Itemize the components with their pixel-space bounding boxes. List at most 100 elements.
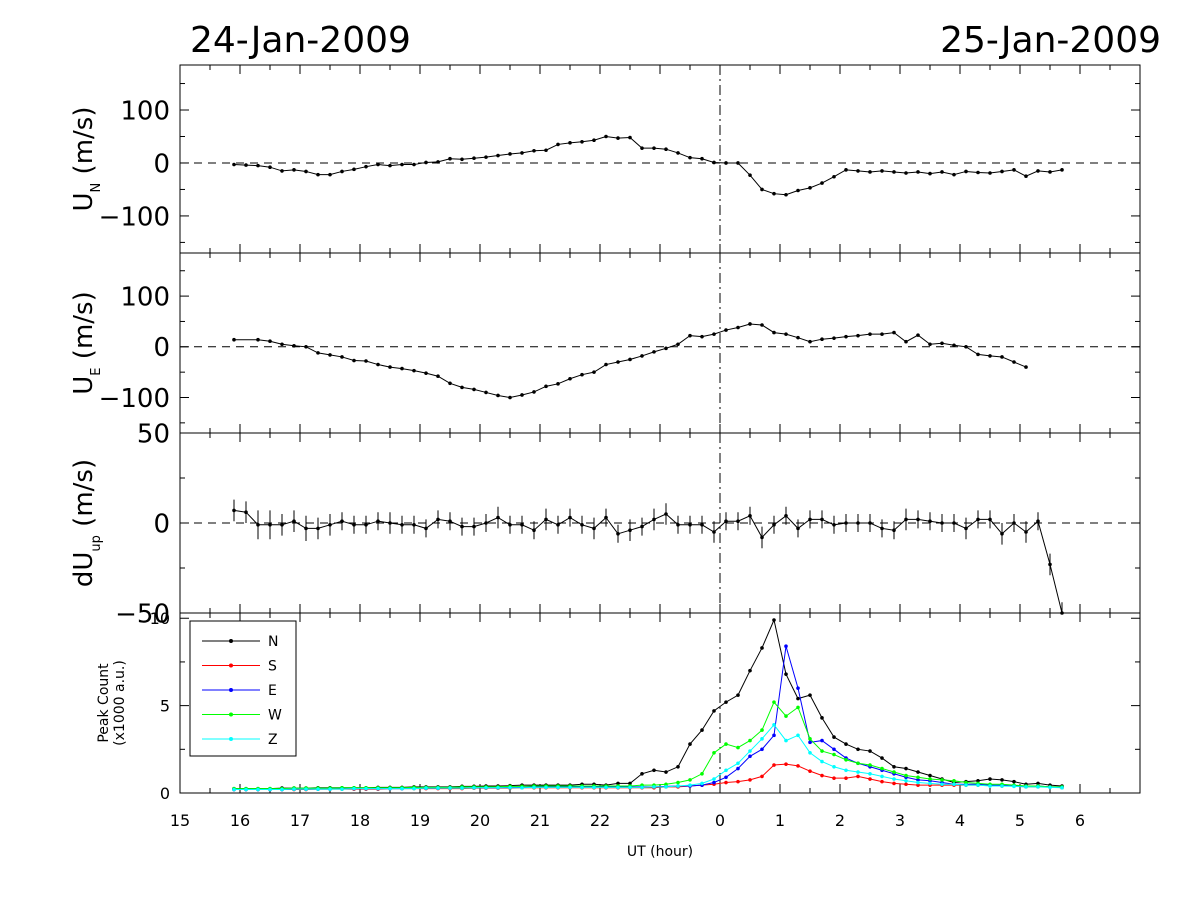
data-point xyxy=(592,526,596,531)
data-point xyxy=(772,523,776,527)
data-point xyxy=(700,523,704,527)
data-point xyxy=(952,521,956,525)
data-point xyxy=(1012,779,1016,784)
y-tick-label: 50 xyxy=(137,419,170,449)
data-point xyxy=(760,187,764,192)
data-point xyxy=(304,787,308,791)
x-tick-label: 21 xyxy=(530,811,550,830)
data-point xyxy=(232,162,236,167)
data-point xyxy=(844,521,848,525)
data-point xyxy=(1060,785,1064,790)
data-point xyxy=(748,668,752,673)
data-point xyxy=(460,385,464,390)
data-point xyxy=(1000,532,1004,536)
data-point xyxy=(352,167,356,172)
data-point xyxy=(244,510,248,514)
data-point xyxy=(832,776,836,780)
data-point xyxy=(1012,360,1016,364)
data-point xyxy=(820,738,824,743)
data-point xyxy=(808,339,812,344)
data-point xyxy=(904,766,908,771)
data-point xyxy=(676,784,680,788)
data-point xyxy=(424,786,428,790)
data-point xyxy=(736,766,740,771)
data-point xyxy=(988,517,992,522)
data-point xyxy=(796,696,800,701)
data-point xyxy=(520,151,524,155)
data-point xyxy=(940,170,944,174)
data-point xyxy=(892,781,896,786)
series-z xyxy=(232,723,1064,792)
data-point xyxy=(772,763,776,767)
data-point xyxy=(292,519,296,523)
y-tick-label: 5 xyxy=(160,696,170,715)
data-point xyxy=(436,517,440,522)
data-point xyxy=(904,517,908,522)
data-point xyxy=(868,777,872,781)
legend-label-w: W xyxy=(268,708,282,724)
data-point xyxy=(940,341,944,346)
legend-label-n: N xyxy=(268,634,278,650)
data-point xyxy=(796,733,800,738)
data-point xyxy=(592,785,596,790)
x-tick-label: 4 xyxy=(955,811,965,830)
data-point xyxy=(928,342,932,347)
data-point xyxy=(268,787,272,792)
data-point xyxy=(484,521,488,525)
data-point xyxy=(748,749,752,753)
data-point xyxy=(568,515,572,520)
data-point xyxy=(616,136,620,140)
data-point xyxy=(976,352,980,357)
series-line xyxy=(233,135,1063,196)
legend-marker-z xyxy=(229,737,233,741)
data-point xyxy=(772,733,776,738)
data-point xyxy=(904,339,908,344)
legend-box xyxy=(189,620,297,757)
data-point xyxy=(748,738,752,743)
data-point xyxy=(376,162,380,167)
data-point xyxy=(820,181,824,185)
data-point xyxy=(700,728,704,732)
data-point xyxy=(940,521,944,525)
data-point xyxy=(664,512,668,516)
data-point xyxy=(688,783,692,787)
data-point xyxy=(928,519,932,523)
series-duup xyxy=(232,499,1064,615)
y-axis-label: UN (m/s) xyxy=(69,107,104,212)
data-point xyxy=(1000,355,1004,359)
data-point xyxy=(436,786,440,790)
data-point xyxy=(856,333,860,338)
data-point xyxy=(700,781,704,786)
data-point xyxy=(748,173,752,177)
series-line xyxy=(234,701,1062,790)
data-point xyxy=(484,155,488,159)
data-point xyxy=(724,700,728,704)
data-point xyxy=(868,521,872,525)
data-point xyxy=(952,343,956,348)
legend-marker-w xyxy=(229,712,233,717)
data-point xyxy=(736,745,740,750)
data-point xyxy=(724,775,728,780)
data-point xyxy=(688,742,692,746)
data-point xyxy=(832,752,836,757)
data-point xyxy=(568,785,572,790)
data-point xyxy=(820,759,824,764)
data-point xyxy=(316,172,320,177)
data-point xyxy=(820,517,824,522)
y-axis-label: Peak Count xyxy=(96,663,112,743)
data-point xyxy=(508,152,512,156)
data-point xyxy=(700,156,704,161)
data-point xyxy=(616,532,620,536)
data-point xyxy=(460,786,464,790)
data-point xyxy=(496,785,500,790)
data-point xyxy=(652,785,656,789)
y-axis-label-main: dU xyxy=(69,552,99,588)
data-point xyxy=(808,769,812,773)
data-point xyxy=(676,764,680,769)
y-tick-label: −50 xyxy=(115,599,170,629)
data-point xyxy=(544,384,548,389)
data-point xyxy=(520,393,524,397)
data-point xyxy=(868,771,872,776)
data-point xyxy=(508,395,512,400)
